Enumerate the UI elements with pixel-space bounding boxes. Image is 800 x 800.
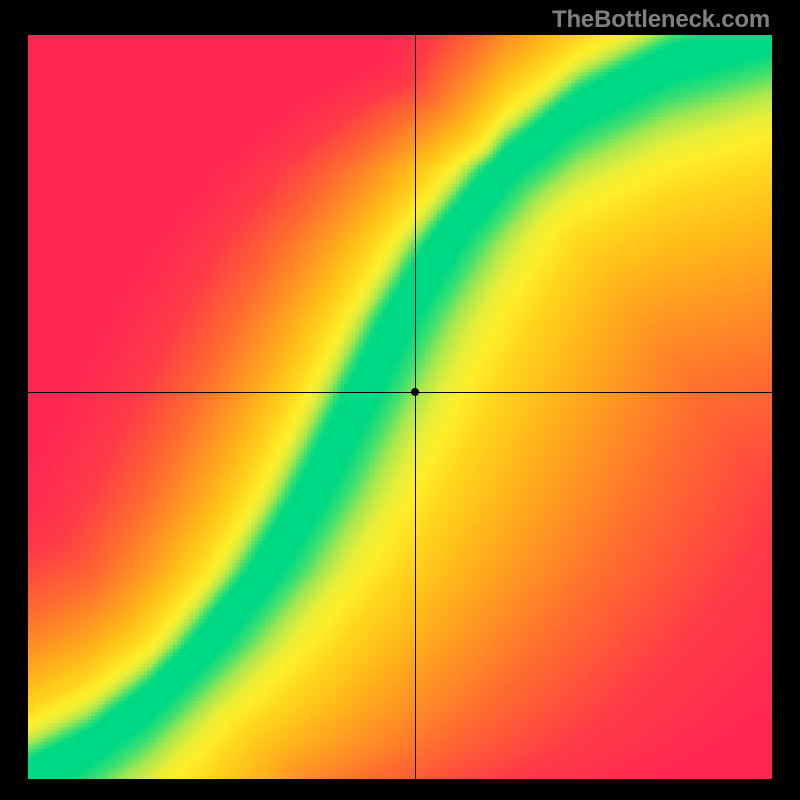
heatmap-plot	[28, 35, 772, 779]
crosshair-vertical	[415, 35, 416, 779]
outer-frame: TheBottleneck.com	[0, 0, 800, 800]
crosshair-marker	[411, 388, 419, 396]
crosshair-horizontal	[28, 392, 772, 393]
heatmap-canvas	[28, 35, 772, 779]
watermark-text: TheBottleneck.com	[552, 6, 770, 34]
